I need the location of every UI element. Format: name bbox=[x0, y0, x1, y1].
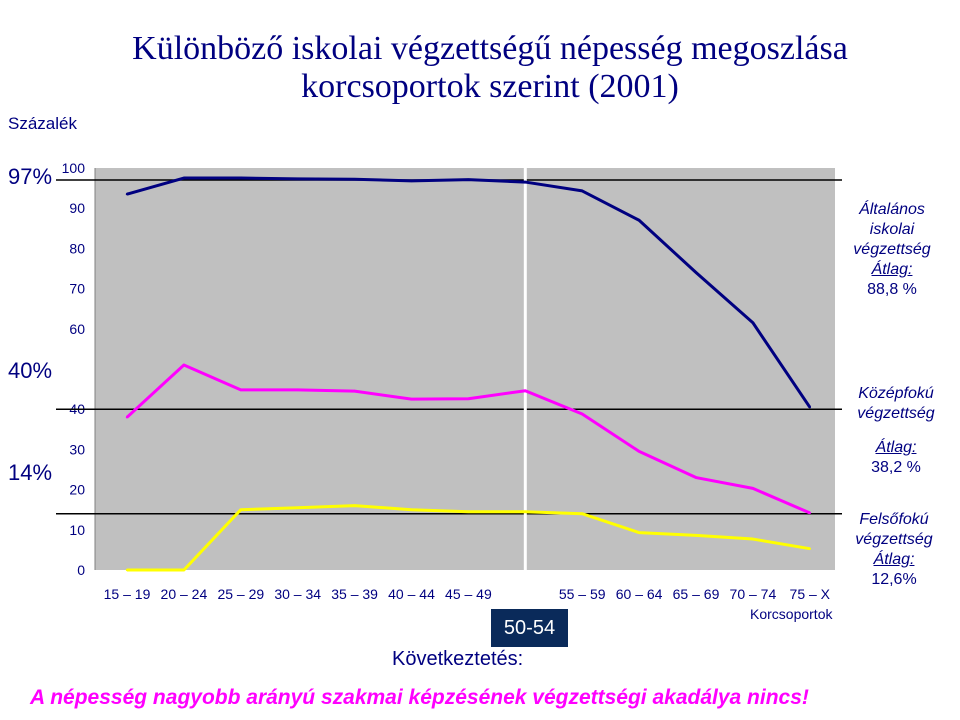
data-point bbox=[637, 531, 641, 534]
data-point bbox=[296, 506, 299, 509]
chart-title: Különböző iskolai végzettségű népesség m… bbox=[132, 30, 848, 105]
legend-higher: Felsőfokú végzettség Átlag: 12,6% bbox=[838, 510, 950, 590]
x-tick-label: 60 – 64 bbox=[616, 586, 663, 602]
data-point bbox=[524, 510, 527, 513]
legend-general-avg-label: Átlag: bbox=[871, 261, 913, 278]
data-point bbox=[524, 389, 527, 392]
y-tick-label: 30 bbox=[69, 441, 85, 457]
x-tick-label: 75 – X bbox=[790, 586, 831, 602]
data-point bbox=[467, 178, 470, 181]
data-point bbox=[410, 179, 413, 183]
data-point bbox=[353, 178, 356, 181]
data-point bbox=[125, 416, 129, 419]
legend-higher-avg-value: 12,6% bbox=[871, 571, 917, 588]
y-tick-label: 10 bbox=[69, 522, 85, 538]
data-point bbox=[125, 568, 129, 572]
data-point bbox=[581, 412, 584, 416]
reference-label-14: 14% bbox=[8, 460, 53, 485]
x-tick-label: 55 – 59 bbox=[559, 586, 606, 602]
x-tick-label: 20 – 24 bbox=[161, 586, 208, 602]
data-point bbox=[808, 547, 811, 550]
x-tick-label: 15 – 19 bbox=[104, 586, 151, 602]
legend-secondary-avg-label: Átlag: bbox=[875, 439, 917, 456]
data-point bbox=[182, 176, 186, 180]
data-point bbox=[751, 537, 755, 541]
data-point bbox=[296, 177, 299, 181]
legend-secondary-name: Középfokú végzettség bbox=[857, 385, 935, 422]
data-point bbox=[296, 388, 299, 392]
x-tick-label: 30 – 34 bbox=[274, 586, 321, 602]
data-point bbox=[182, 568, 186, 572]
y-tick-label: 70 bbox=[69, 281, 85, 297]
reference-label-97: 97% bbox=[8, 164, 53, 189]
data-point bbox=[808, 511, 811, 515]
conclusion-text: A népesség nagyobb arányú szakmai képzés… bbox=[30, 686, 809, 709]
y-unit-label: Százalék bbox=[8, 114, 77, 133]
y-tick-label: 80 bbox=[69, 240, 85, 256]
y-tick-label: 60 bbox=[69, 321, 85, 337]
x-axis-title: Korcsoportok bbox=[750, 606, 833, 622]
legend-general-name: Általános iskolai végzettség bbox=[853, 201, 931, 258]
data-point bbox=[581, 512, 584, 515]
data-point bbox=[694, 476, 698, 479]
data-point bbox=[182, 363, 186, 367]
y-tick-label: 0 bbox=[77, 562, 85, 578]
data-point bbox=[125, 192, 129, 196]
legend-general-avg-value: 88,8 % bbox=[867, 281, 917, 298]
data-point bbox=[410, 508, 413, 511]
data-point bbox=[239, 176, 242, 180]
x-tick-label: 70 – 74 bbox=[730, 586, 777, 602]
highlight-group-label: 50-54 bbox=[491, 609, 568, 647]
legend-general: Általános iskolai végzettség Átlag: 88,8… bbox=[836, 200, 948, 300]
legend-secondary: Középfokú végzettség Átlag: 38,2 % bbox=[840, 384, 952, 478]
data-point bbox=[239, 388, 242, 392]
data-point bbox=[637, 450, 641, 453]
y-tick-label: 90 bbox=[69, 200, 85, 216]
data-point bbox=[694, 534, 698, 537]
data-point bbox=[353, 389, 356, 393]
x-tick-label: 45 – 49 bbox=[445, 586, 492, 602]
legend-higher-name: Felsőfokú végzettség bbox=[855, 511, 933, 548]
conclusion-label: Következtetés: bbox=[392, 648, 524, 670]
legend-secondary-avg-value: 38,2 % bbox=[871, 459, 921, 476]
data-point bbox=[467, 510, 470, 513]
data-point bbox=[751, 321, 755, 324]
data-point bbox=[751, 487, 755, 490]
x-tick-label: 65 – 69 bbox=[673, 586, 720, 602]
data-point bbox=[581, 189, 584, 193]
data-point bbox=[524, 180, 527, 184]
legend-higher-avg-label: Átlag: bbox=[873, 551, 915, 568]
data-point bbox=[637, 219, 641, 222]
y-tick-label: 100 bbox=[62, 160, 86, 176]
reference-label-40: 40% bbox=[8, 358, 53, 383]
data-point bbox=[694, 271, 698, 274]
data-point bbox=[353, 504, 356, 507]
data-point bbox=[467, 397, 470, 400]
data-point bbox=[808, 405, 811, 409]
plot-area bbox=[95, 168, 835, 570]
x-tick-label: 35 – 39 bbox=[331, 586, 378, 602]
y-tick-label: 20 bbox=[69, 482, 85, 498]
x-tick-label: 40 – 44 bbox=[388, 586, 435, 602]
data-point bbox=[410, 397, 413, 401]
data-point bbox=[239, 508, 242, 511]
x-tick-label: 25 – 29 bbox=[217, 586, 264, 602]
